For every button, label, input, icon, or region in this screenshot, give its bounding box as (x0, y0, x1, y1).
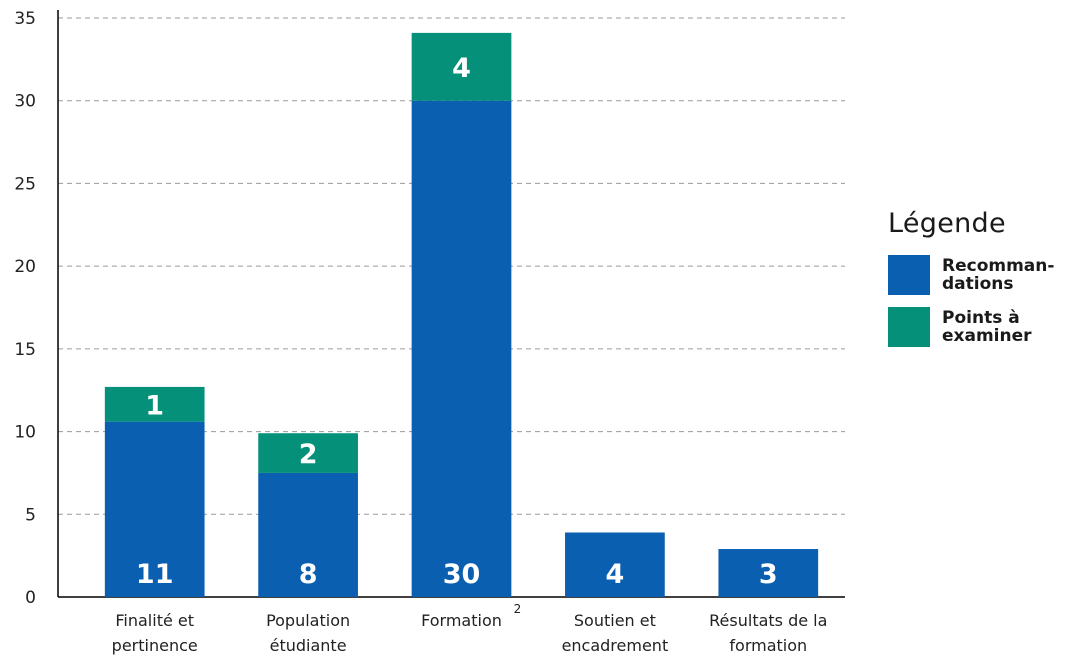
y-tick-label-20: 20 (14, 257, 36, 277)
y-tick-label-5: 5 (25, 505, 36, 525)
legend-title: Légende (888, 208, 1006, 239)
x-category-label-line: formation (729, 636, 807, 655)
bar-points-a-examiner-1 (258, 433, 358, 473)
bar-recommandations-4 (718, 549, 819, 597)
x-category-label-4: Résultats de la formation (709, 611, 827, 655)
y-tick-label-35: 35 (14, 9, 36, 29)
data-label-recommandations-0: 11 (136, 559, 174, 590)
x-category-label-0: Finalité et pertinence (112, 611, 198, 655)
category-footnote-marker: 2 (514, 602, 522, 616)
bar-recommandations-1 (258, 472, 358, 597)
data-label-recommandations-2: 30 (443, 559, 481, 590)
x-category-label-3: Soutien et encadrement (562, 611, 669, 655)
legend-swatch-recommandations (888, 255, 930, 295)
x-category-label-line: pertinence (112, 636, 198, 655)
x-category-label-line: Soutien et (574, 611, 656, 630)
legend-swatch-points-a-examiner (888, 307, 930, 347)
y-tick-label-15: 15 (14, 340, 36, 360)
data-label-recommandations-4: 3 (759, 559, 778, 590)
x-category-label-line: Formation (421, 611, 502, 630)
data-label-recommandations-1: 8 (299, 559, 318, 590)
data-label-points-a-examiner-2: 4 (452, 53, 471, 84)
bar-recommandations-2 (411, 100, 512, 597)
data-label-recommandations-3: 4 (606, 559, 625, 590)
x-category-label-line: Population (266, 611, 350, 630)
y-tick-label-30: 30 (14, 92, 36, 112)
data-label-points-a-examiner-1: 2 (299, 439, 318, 470)
y-tick-label-0: 0 (25, 588, 36, 608)
x-category-label-2: Formation (421, 611, 502, 630)
bar-recommandations-0 (104, 421, 205, 597)
bar-points-a-examiner-2 (411, 32, 512, 101)
y-tick-label-10: 10 (14, 423, 36, 443)
x-category-label-line: encadrement (562, 636, 669, 655)
legend-label-points-a-examiner: Points à examiner (942, 308, 1032, 346)
x-category-label-line: Résultats de la (709, 611, 827, 630)
x-category-label-1: Population étudiante (266, 611, 350, 655)
legend: Légende Recomman- dations Points à exami… (888, 208, 1054, 359)
bar-points-a-examiner-0 (104, 386, 205, 422)
bar-recommandations-3 (565, 532, 665, 597)
legend-item-points-a-examiner: Points à examiner (888, 307, 1054, 359)
data-label-points-a-examiner-0: 1 (145, 390, 164, 421)
y-tick-label-25: 25 (14, 174, 36, 194)
legend-label-recommandations: Recomman- dations (942, 256, 1055, 294)
x-category-label-line: Finalité et (115, 611, 194, 630)
x-category-label-line: étudiante (270, 636, 347, 655)
legend-item-recommandations: Recomman- dations (888, 255, 1054, 307)
